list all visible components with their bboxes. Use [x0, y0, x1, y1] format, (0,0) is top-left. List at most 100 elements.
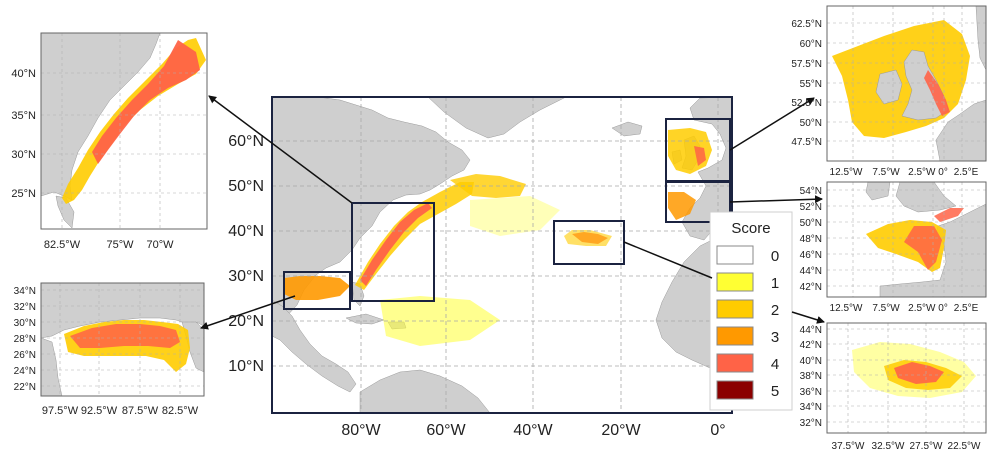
- lat-label: 50°N: [800, 118, 822, 129]
- inset-azores: 44°N 42°N 40°N 38°N 36°N 34°N 32°N 37.5°…: [800, 322, 987, 452]
- main-map-lat-labels: 60°N 50°N 40°N 30°N 20°N 10°N: [228, 133, 264, 375]
- legend-swatch-2: [716, 299, 754, 319]
- lat-label: 60°N: [800, 39, 822, 50]
- gulf-band-score-3: [284, 276, 350, 300]
- lat-label: 48°N: [800, 234, 822, 245]
- inset-uk: 62.5°N 60°N 57.5°N 55°N 52.5°N 50°N 47.5…: [791, 5, 987, 178]
- lat-label: 22°N: [14, 382, 36, 393]
- lat-label: 34°N: [800, 402, 822, 413]
- lat-label: 40°N: [228, 223, 264, 240]
- main-map-lon-labels: 80°W 60°W 40°W 20°W 0°: [341, 422, 725, 439]
- lon-label: 92.5°W: [81, 405, 118, 417]
- newfoundland-shelf-score-2: [450, 174, 526, 198]
- legend-swatch-0: [716, 245, 754, 265]
- lat-label: 25°N: [11, 188, 36, 200]
- score-legend: Score 0 1 2 3 4 5: [709, 211, 793, 411]
- central-america-landmass: [272, 299, 357, 393]
- cuba-landmass: [345, 313, 385, 325]
- lon-label: 0°: [710, 422, 725, 439]
- lon-label: 60°W: [426, 422, 466, 439]
- lat-label: 42°N: [800, 340, 822, 351]
- legend-label-1: 1: [771, 275, 779, 292]
- inset-gulf: 34°N 32°N 30°N 28°N 26°N 24°N 22°N 97.5°…: [14, 282, 205, 417]
- lon-label: 80°W: [341, 422, 381, 439]
- inset-uk-continent: [935, 99, 986, 161]
- arrow-to-uk-inset: [729, 97, 815, 151]
- lon-label: 82.5°W: [44, 239, 81, 251]
- legend-label-5: 5: [771, 383, 779, 400]
- inset-azores-frame: [826, 322, 987, 434]
- inset-biscay-score-4: [904, 226, 942, 270]
- inset-biscay-frame: [826, 181, 987, 298]
- lat-label: 20°N: [228, 313, 264, 330]
- legend-items: 0 1 2 3 4 5: [716, 245, 779, 400]
- inset-us-gridlines: [41, 33, 207, 229]
- greenland-landmass: [427, 97, 567, 139]
- north-sea-score-4: [694, 146, 706, 166]
- inset-uk-score-4: [924, 70, 950, 116]
- lon-label: 12.5°W: [830, 167, 863, 178]
- score-overlay-main: [284, 128, 712, 346]
- lon-label: 97.5°W: [42, 405, 79, 417]
- lat-label: 40°N: [11, 68, 36, 80]
- inset-us-score-4: [92, 40, 200, 164]
- inset-uk-ireland: [875, 69, 903, 105]
- lat-label: 24°N: [14, 366, 36, 377]
- south-america-landmass: [359, 369, 491, 413]
- lon-label: 7.5°W: [872, 303, 900, 314]
- lat-label: 10°N: [228, 358, 264, 375]
- iceland-landmass: [611, 121, 643, 137]
- lat-label: 40°N: [800, 356, 822, 367]
- legend-swatch-5: [716, 380, 754, 400]
- lon-label: 22.5°W: [948, 441, 981, 452]
- inset-mexico: [41, 337, 63, 396]
- lat-label: 42°N: [800, 282, 822, 293]
- connector-arrows: [200, 95, 825, 330]
- lon-label: 2.5°E: [954, 303, 979, 314]
- lat-label: 30°N: [11, 149, 36, 161]
- inset-biscay-continent: [879, 203, 986, 297]
- lat-label: 60°N: [228, 133, 264, 150]
- inset-us-land: [41, 33, 161, 201]
- us-coast-band-score-4: [360, 203, 432, 286]
- inset-biscay-ireland: [865, 182, 891, 201]
- us-coast-band-score-2: [355, 182, 474, 290]
- inset-gulf-frame: [40, 282, 205, 397]
- region-boxes: [283, 118, 731, 310]
- lat-label: 47.5°N: [791, 137, 822, 148]
- legend-label-4: 4: [771, 356, 779, 373]
- lon-label: 2.5°W 0°: [908, 167, 948, 178]
- lon-label: 37.5°W: [832, 441, 865, 452]
- lat-label: 55°N: [800, 79, 822, 90]
- region-box-gulf: [283, 271, 351, 310]
- legend-swatch-3: [716, 326, 754, 346]
- lat-label: 44°N: [800, 325, 822, 336]
- inset-us-frame: [40, 32, 208, 230]
- north-america-landmass: [272, 97, 471, 331]
- lat-label: 50°N: [228, 178, 264, 195]
- main-map: 60°N 50°N 40°N 30°N 20°N 10°N 80°W 60°W …: [228, 96, 793, 439]
- lon-label: 40°W: [513, 422, 553, 439]
- legend-swatch-1: [716, 272, 754, 292]
- lon-label: 27.5°W: [910, 441, 943, 452]
- lon-label: 12.5°W: [830, 303, 863, 314]
- inset-uk-scandinavia: [975, 6, 986, 71]
- arrow-to-us-inset: [208, 95, 353, 204]
- lat-label: 54°N: [800, 186, 822, 197]
- inset-uk-gridlines: [827, 6, 986, 161]
- lat-label: 30°N: [228, 268, 264, 285]
- arrow-to-gulf-inset: [200, 295, 296, 330]
- lat-label: 46°N: [800, 250, 822, 261]
- lat-label: 62.5°N: [791, 19, 822, 30]
- inset-us-east: 40°N 35°N 30°N 25°N 82.5°W 75°W 70°W: [11, 32, 208, 251]
- legend-title: Score: [731, 220, 770, 237]
- lat-label: 57.5°N: [791, 59, 822, 70]
- lon-label: 7.5°W: [872, 167, 900, 178]
- inset-channel-score-4: [934, 208, 964, 222]
- lat-label: 52°N: [800, 202, 822, 213]
- lat-label: 34°N: [14, 286, 36, 297]
- mid-atlantic-score-1: [470, 196, 560, 236]
- region-box-us-east: [351, 202, 435, 302]
- inset-azores-score-4: [894, 362, 944, 384]
